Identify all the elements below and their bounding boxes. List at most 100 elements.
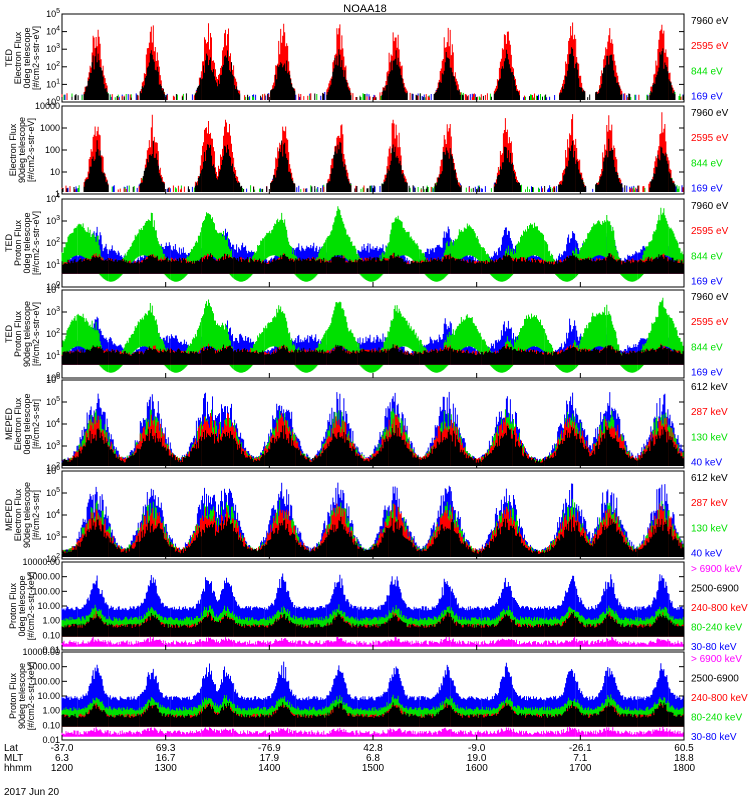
y-axis-label-line: [#/cm2-s-str]: [31, 399, 41, 449]
y-tick-label: 102: [46, 462, 60, 473]
y-axis-label-line: [#/cm2-s-str-eV]: [26, 118, 36, 182]
x-tick-label: -9.0: [468, 743, 486, 754]
y-axis-label-line: MEPED: [4, 408, 14, 441]
panel-6: 102 103 104 105 106 MEPED Electron Flux 90deg t…: [4, 465, 728, 564]
legend-entry: 844 eV: [691, 158, 723, 169]
y-axis-label-line: Electron Flux: [13, 31, 23, 84]
y-tick-label: 104: [46, 26, 60, 37]
x-tick-label: 1200: [51, 763, 74, 774]
legend-entry: 240-800 keV: [691, 693, 748, 704]
panel-3: 100 101 102 103 104 TED Proton Flux 0deg telesc…: [4, 193, 729, 292]
y-tick-label: 1: [55, 189, 60, 199]
y-tick-label: 102: [46, 237, 60, 248]
y-tick-label: 102: [46, 61, 60, 72]
panel-8: 0.01 0.10 1.00 10.00 100.00 1000.00 10000.00 Pr…: [8, 647, 748, 745]
panel-1: 100 101 102 103 104 105 TED Electron Flux 0deg t…: [4, 8, 729, 107]
series-trace: [77, 144, 680, 192]
x-tick-label: -26.1: [569, 743, 592, 754]
x-tick-label: 1300: [155, 763, 178, 774]
plot-title: NOAA18: [343, 3, 386, 15]
legend-entry: 2595 eV: [691, 133, 729, 144]
y-tick-label: 100.00: [32, 586, 60, 596]
x-tick-label: 1700: [569, 763, 592, 774]
flux-traces: [61, 22, 684, 100]
flux-traces: [61, 661, 684, 737]
legend-entry: 7960 eV: [691, 292, 729, 303]
series-trace: [61, 636, 684, 647]
y-axis-label-line: Proton Flux: [8, 582, 18, 629]
footer-row-label: hhmm: [4, 763, 32, 774]
y-axis-label-line: 90deg telescope: [17, 663, 27, 729]
y-tick-label: 100: [45, 145, 60, 155]
y-axis-label-line: [#/cm2-s-str-eV]: [31, 302, 41, 366]
x-tick-label: 1400: [258, 763, 281, 774]
x-tick-label: -76.9: [258, 743, 281, 754]
panel-7: 0.01 0.10 1.00 10.00 100.00 1000.00 10000.00 Pr…: [8, 557, 748, 655]
y-tick-label: 0.01: [42, 735, 60, 745]
legend-entry: 80-240 keV: [691, 622, 742, 633]
y-tick-label: 102: [46, 553, 60, 564]
legend-entry: 40 keV: [691, 457, 722, 468]
y-axis-label-line: 0deg telescope: [22, 393, 32, 454]
legend-entry: 169 eV: [691, 91, 723, 102]
y-tick-label: 1000: [40, 123, 60, 133]
y-tick-label: 101: [46, 78, 60, 89]
legend-entry: 240-800 keV: [691, 603, 748, 614]
legend-entry: 169 eV: [691, 276, 723, 287]
y-tick-label: 104: [46, 509, 60, 520]
legend-entry: 287 keV: [691, 498, 728, 509]
y-axis-label-line: Proton Flux: [13, 310, 23, 357]
y-axis-label-line: TED: [4, 324, 14, 343]
legend-entry: > 6900 keV: [691, 654, 742, 665]
series-trace: [61, 206, 684, 282]
y-tick-label: 103: [46, 43, 60, 54]
panel-5: 102 103 104 105 106 MEPED Electron Flux 0deg te…: [4, 374, 728, 473]
y-tick-label: 0.10: [42, 630, 60, 640]
legend-entry: 169 eV: [691, 183, 723, 194]
y-tick-label: 100: [46, 372, 60, 383]
x-tick-label: 17.9: [260, 753, 280, 764]
legend-entry: 130 keV: [691, 432, 728, 443]
y-axis-label-line: 90deg telescope: [22, 482, 32, 548]
y-tick-label: 100: [46, 96, 60, 107]
series-trace: [71, 47, 684, 100]
footer-row-label: MLT: [4, 753, 23, 764]
y-tick-label: 1.00: [42, 616, 60, 626]
y-tick-label: 103: [46, 440, 60, 451]
flux-traces: [61, 206, 684, 282]
y-tick-label: 101: [46, 259, 60, 270]
y-tick-label: 100: [46, 281, 60, 292]
y-tick-label: 10000.00: [22, 557, 60, 567]
y-tick-label: 101: [46, 350, 60, 361]
y-axis-label-line: Proton Flux: [8, 672, 18, 719]
y-axis-label-line: MEPED: [4, 499, 14, 532]
legend-entry: 612 keV: [691, 473, 728, 484]
y-axis-label-line: TED: [4, 48, 14, 67]
legend-entry: 2595 eV: [691, 226, 729, 237]
series-trace: [61, 611, 684, 637]
series-trace: [61, 573, 684, 627]
series-trace: [61, 297, 684, 373]
legend-entry: 2500-6900: [691, 583, 739, 594]
y-axis-label-line: [#/cm2-s-str-keV]: [26, 662, 36, 731]
y-axis-label-line: TED: [4, 233, 14, 252]
y-tick-label: 0.10: [42, 720, 60, 730]
y-tick-label: 103: [46, 306, 60, 317]
y-tick-label: 106: [46, 465, 60, 476]
y-axis-label-line: Electron Flux: [13, 397, 23, 450]
y-axis-label-line: 0deg telescope: [22, 27, 32, 88]
y-tick-label: 104: [46, 284, 60, 295]
y-axis-label-line: [#/cm2-s-str-keV]: [26, 572, 36, 641]
y-axis-label-line: [#/cm2-s-str]: [31, 490, 41, 540]
x-tick-label: 6.8: [366, 753, 380, 764]
legend-entry: 2500-6900: [691, 673, 739, 684]
date-label: 2017 Jun 20: [4, 787, 59, 798]
legend-entry: 30-80 keV: [691, 642, 737, 653]
x-tick-label: 60.5: [674, 743, 694, 754]
y-tick-label: 103: [46, 531, 60, 542]
x-tick-label: 7.1: [573, 753, 587, 764]
y-tick-label: 10: [50, 167, 60, 177]
